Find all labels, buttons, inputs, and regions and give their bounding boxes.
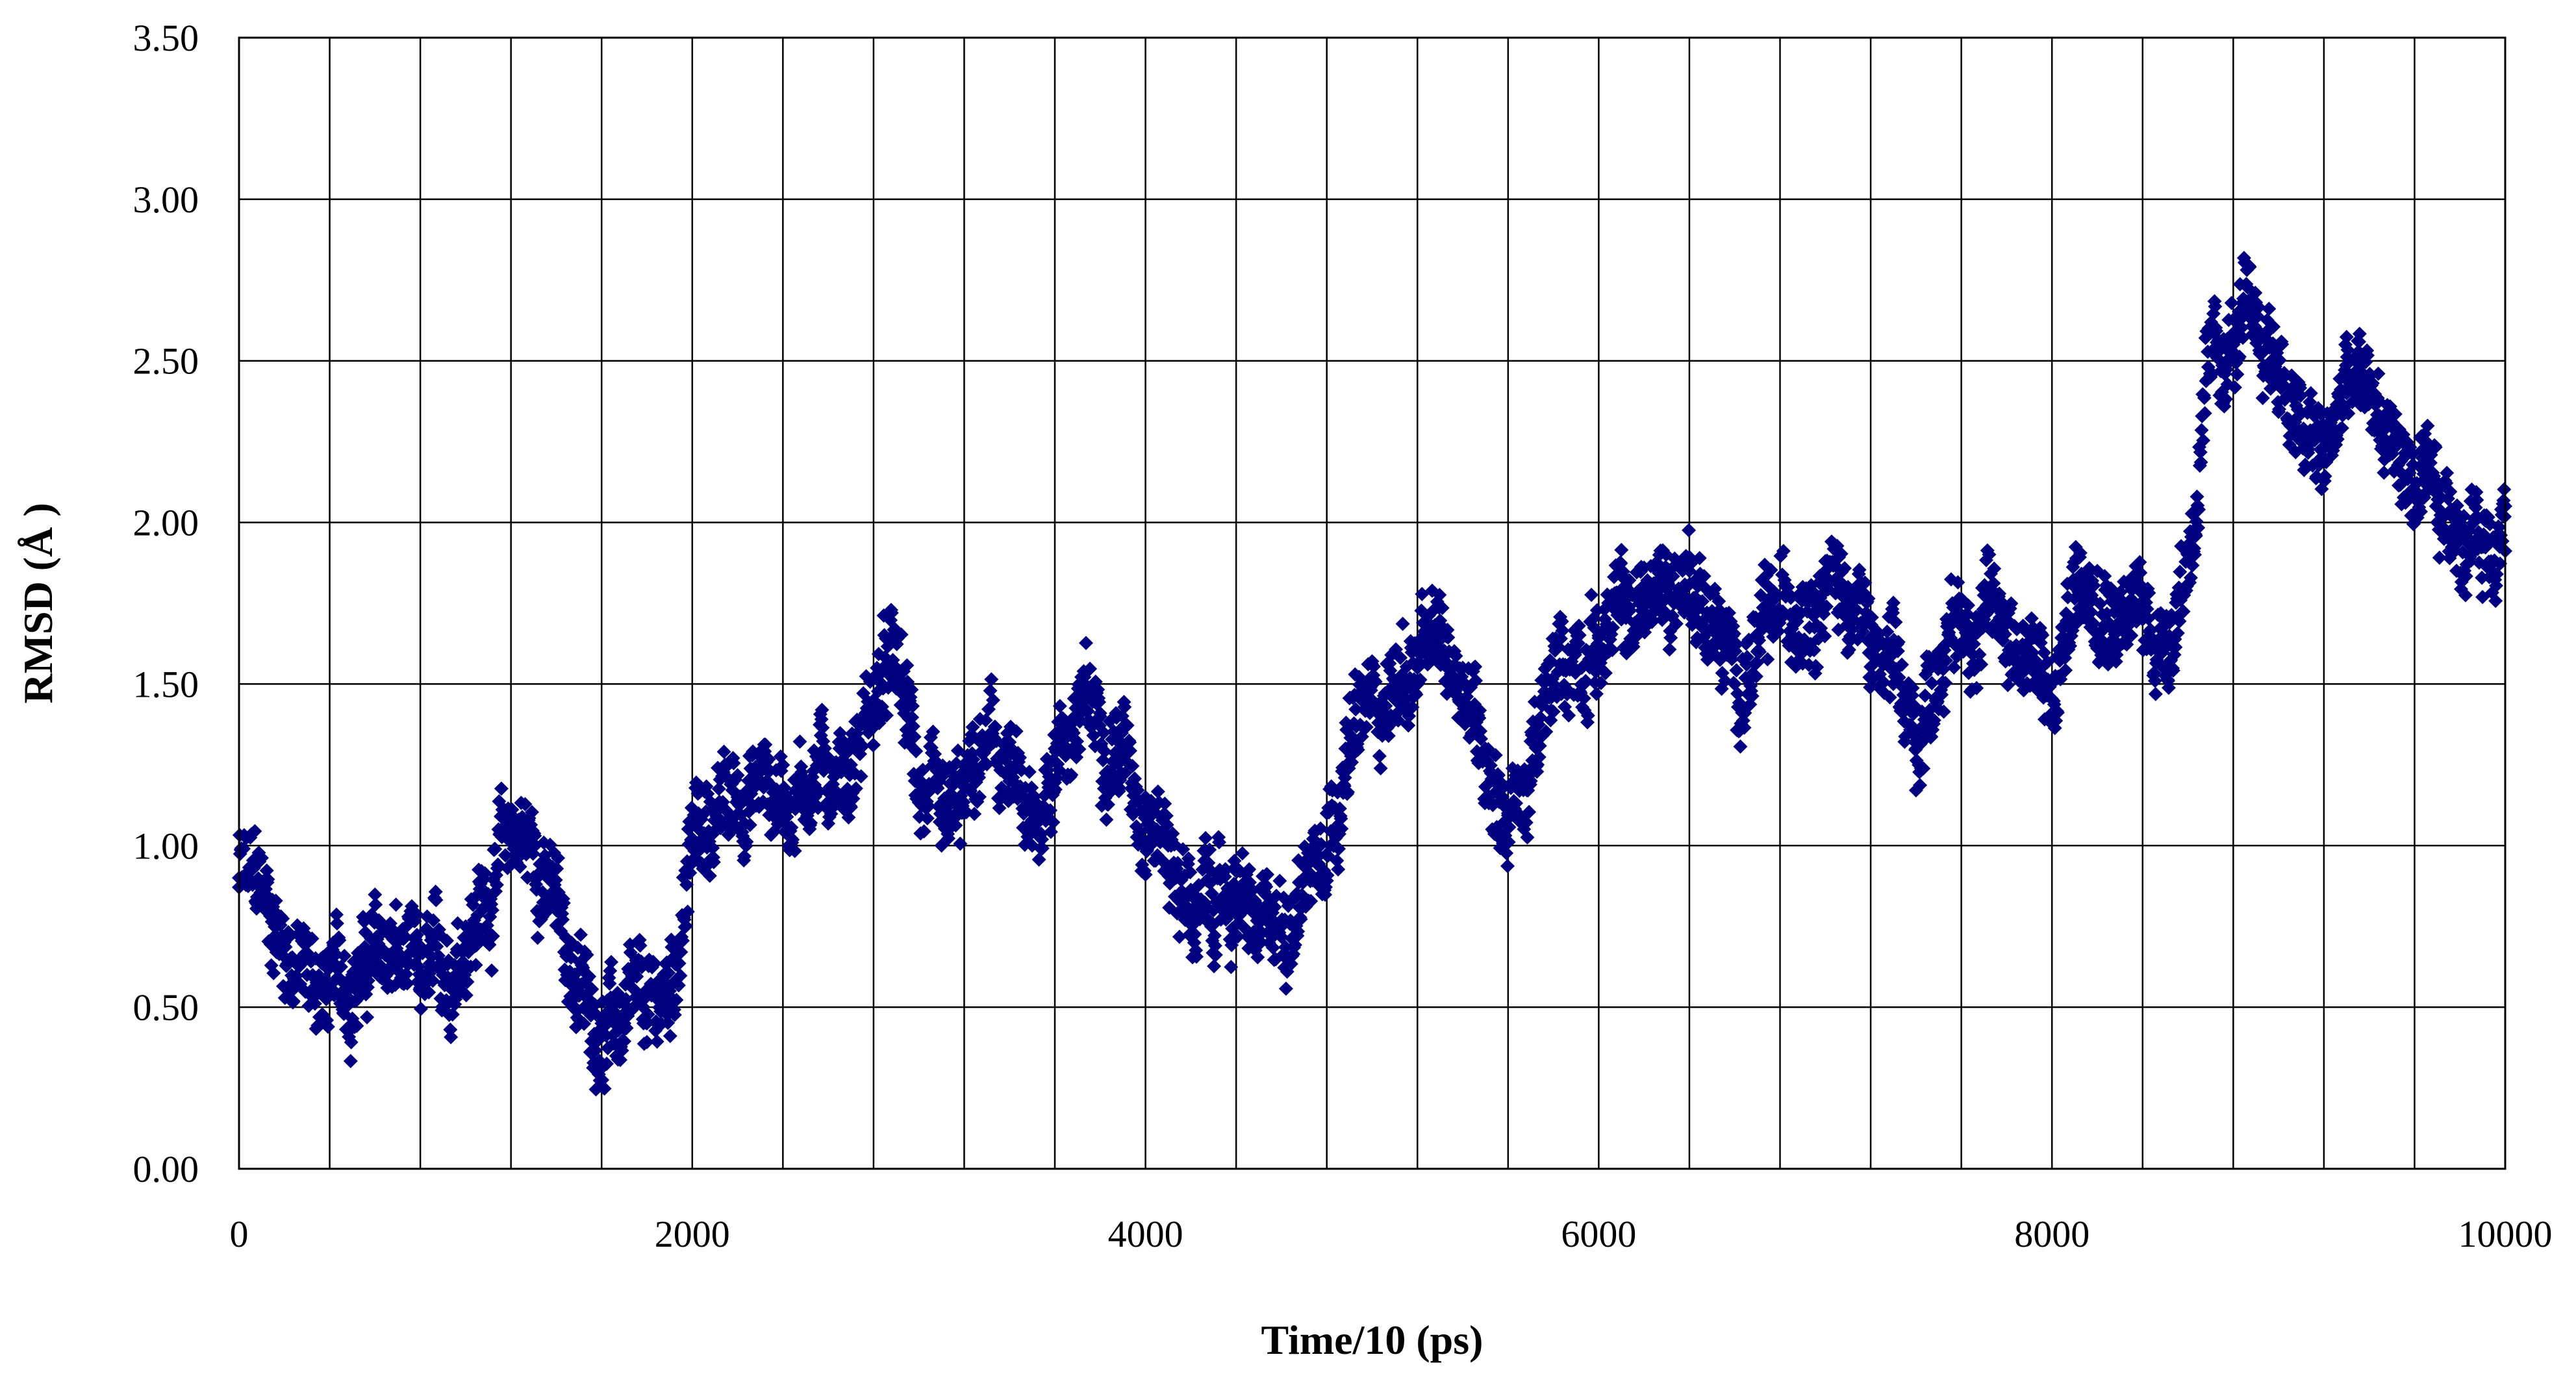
y-tick-label: 0.50: [133, 986, 199, 1029]
y-axis-label: RMSD (Å ): [15, 503, 61, 703]
data-point-cloud: [232, 251, 2512, 1097]
x-axis-label: Time/10 (ps): [1261, 1317, 1484, 1363]
y-tick-label: 0.00: [133, 1148, 199, 1190]
data-points: [232, 251, 2512, 1097]
plot-area-border: [238, 36, 2507, 1170]
x-tick-label: 0: [230, 1213, 249, 1255]
y-tick-label: 2.00: [133, 502, 199, 544]
y-tick-label: 1.50: [133, 663, 199, 705]
y-tick-label: 3.00: [133, 179, 199, 221]
y-tick-label: 2.50: [133, 340, 199, 382]
y-tick-label: 1.00: [133, 825, 199, 867]
x-tick-labels: 0 2000 4000 6000 8000 10000: [230, 1213, 2553, 1255]
y-tick-labels: 0.00 0.50 1.00 1.50 2.00 2.50 3.00 3.50: [133, 17, 199, 1190]
x-tick-label: 10000: [2458, 1213, 2553, 1255]
x-tick-label: 8000: [2014, 1213, 2090, 1255]
x-tick-label: 2000: [655, 1213, 730, 1255]
gridlines: [238, 36, 2507, 1170]
y-tick-label: 3.50: [133, 17, 199, 59]
x-tick-label: 4000: [1108, 1213, 1183, 1255]
x-tick-label: 6000: [1561, 1213, 1636, 1255]
